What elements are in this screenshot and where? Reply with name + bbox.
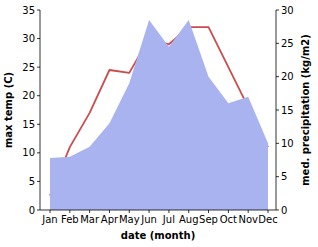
x-axis-title: date (month) bbox=[121, 230, 195, 241]
y-tick bbox=[37, 67, 40, 68]
y2-tick bbox=[276, 43, 279, 44]
x-tick bbox=[50, 210, 51, 213]
y-tick bbox=[37, 10, 40, 11]
y-tick-label: 30 bbox=[22, 33, 35, 44]
x-tick bbox=[129, 210, 130, 213]
y2-tick bbox=[276, 110, 279, 111]
x-tick-label: Apr bbox=[101, 214, 119, 225]
x-tick-label: Nov bbox=[238, 214, 258, 225]
plot-area bbox=[50, 20, 268, 210]
y2-axis-title: med. precipitation (kg/m2) bbox=[300, 34, 311, 186]
y2-tick-label: 0 bbox=[281, 205, 287, 216]
y2-tick-label: 25 bbox=[281, 38, 294, 49]
x-tick bbox=[69, 210, 70, 213]
y-tick bbox=[37, 152, 40, 153]
y-tick-label: 0 bbox=[29, 205, 35, 216]
x-tick-label: Jan bbox=[41, 214, 57, 225]
y2-tick-label: 30 bbox=[281, 5, 294, 16]
x-tick bbox=[268, 210, 269, 213]
y-tick bbox=[37, 181, 40, 182]
x-tick-label: Jun bbox=[140, 214, 157, 225]
x-tick-label: Oct bbox=[220, 214, 237, 225]
y2-tick bbox=[276, 176, 279, 177]
x-tick-label: Aug bbox=[179, 214, 199, 225]
x-tick-label: Mar bbox=[80, 214, 100, 225]
x-tick-label: Sep bbox=[199, 214, 218, 225]
y2-tick bbox=[276, 10, 279, 11]
x-tick bbox=[248, 210, 249, 213]
y-tick bbox=[37, 210, 40, 211]
x-tick bbox=[188, 210, 189, 213]
y-axis-title: max temp (C) bbox=[3, 72, 14, 148]
x-tick bbox=[208, 210, 209, 213]
x-tick-label: Dec bbox=[258, 214, 277, 225]
y2-tick-label: 20 bbox=[281, 71, 294, 82]
x-axis bbox=[40, 210, 276, 211]
x-tick-label: May bbox=[119, 214, 140, 225]
y2-tick bbox=[276, 76, 279, 77]
x-tick-label: Feb bbox=[61, 214, 79, 225]
y-tick-label: 15 bbox=[22, 119, 35, 130]
y-tick bbox=[37, 95, 40, 96]
y-tick-label: 25 bbox=[22, 62, 35, 73]
x-tick bbox=[109, 210, 110, 213]
y-tick bbox=[37, 124, 40, 125]
y2-tick-label: 10 bbox=[281, 138, 294, 149]
y-tick-label: 20 bbox=[22, 90, 35, 101]
y-tick bbox=[37, 38, 40, 39]
y2-tick bbox=[276, 210, 279, 211]
chart: 0 5 10 15 20 25 30 35 0 5 10 15 20 25 30 Jan FebMarAprMa… bbox=[0, 0, 318, 247]
x-tick-label: Jul bbox=[162, 214, 175, 225]
y-tick-label: 5 bbox=[29, 176, 35, 187]
y-tick-label: 10 bbox=[22, 147, 35, 158]
y-tick-label: 35 bbox=[22, 5, 35, 16]
y2-tick-label: 5 bbox=[281, 171, 287, 182]
precip-area bbox=[50, 20, 268, 210]
y2-tick bbox=[276, 143, 279, 144]
y2-tick-label: 15 bbox=[281, 105, 294, 116]
x-tick bbox=[168, 210, 169, 213]
x-tick bbox=[89, 210, 90, 213]
x-tick bbox=[228, 210, 229, 213]
y-axis bbox=[40, 10, 41, 210]
x-tick bbox=[149, 210, 150, 213]
